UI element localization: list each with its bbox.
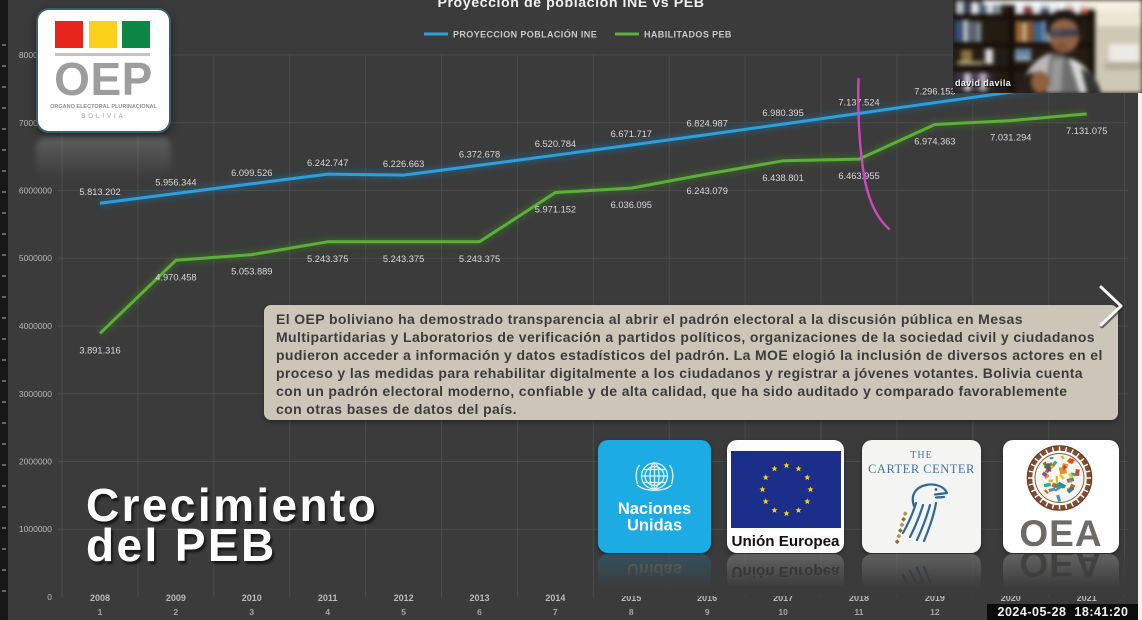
svg-text:2008: 2008: [90, 593, 110, 603]
svg-text:5.971.152: 5.971.152: [535, 205, 576, 215]
svg-text:5.813.202: 5.813.202: [79, 187, 120, 197]
svg-text:5.956.344: 5.956.344: [155, 178, 196, 188]
svg-text:2009: 2009: [166, 593, 186, 603]
svg-text:2012: 2012: [394, 593, 414, 603]
svg-text:9: 9: [705, 607, 710, 617]
svg-text:6.243.079: 6.243.079: [687, 186, 728, 196]
svg-text:10: 10: [778, 607, 788, 617]
svg-text:2014: 2014: [545, 593, 565, 603]
svg-text:1: 1: [98, 607, 103, 617]
svg-text:2011: 2011: [318, 593, 338, 603]
svg-text:6.099.526: 6.099.526: [231, 168, 272, 178]
svg-text:6.438.801: 6.438.801: [762, 173, 803, 183]
svg-text:5.243.375: 5.243.375: [307, 254, 348, 264]
svg-text:6.242.747: 6.242.747: [307, 158, 348, 168]
svg-text:2000000: 2000000: [19, 457, 52, 467]
svg-text:1000000: 1000000: [19, 524, 52, 534]
svg-text:2: 2: [174, 607, 179, 617]
svg-text:2015: 2015: [621, 593, 641, 603]
svg-text:3: 3: [249, 607, 254, 617]
svg-text:6.372.678: 6.372.678: [459, 149, 500, 159]
svg-text:5000000: 5000000: [19, 253, 52, 263]
svg-text:6.824.987: 6.824.987: [687, 119, 728, 129]
svg-text:5: 5: [401, 607, 406, 617]
svg-text:7000000: 7000000: [19, 118, 52, 128]
svg-text:7.031.294: 7.031.294: [990, 133, 1031, 143]
svg-text:Unión Europea: Unión Europea: [731, 533, 840, 550]
svg-text:4000000: 4000000: [19, 321, 52, 331]
svg-text:2017: 2017: [773, 593, 793, 603]
svg-text:HABILITADOS PEB: HABILITADOS PEB: [644, 30, 732, 40]
svg-text:11: 11: [855, 607, 864, 617]
svg-text:5.243.375: 5.243.375: [459, 254, 500, 264]
svg-text:6.036.095: 6.036.095: [611, 200, 652, 210]
svg-text:THE: THE: [910, 450, 932, 461]
svg-text:6.671.717: 6.671.717: [611, 129, 652, 139]
svg-text:6.974.363: 6.974.363: [914, 137, 955, 147]
svg-text:2021: 2021: [1077, 593, 1097, 603]
svg-text:5.243.375: 5.243.375: [383, 254, 424, 264]
svg-text:7: 7: [553, 607, 558, 617]
svg-text:6.520.784: 6.520.784: [535, 139, 576, 149]
svg-text:0: 0: [47, 592, 52, 602]
svg-text:3000000: 3000000: [19, 389, 52, 399]
svg-text:2019: 2019: [925, 593, 945, 603]
svg-text:Naciones: Naciones: [618, 500, 691, 518]
svg-text:12: 12: [930, 607, 940, 617]
svg-text:4: 4: [325, 607, 330, 617]
svg-text:Unidas: Unidas: [627, 517, 682, 535]
svg-text:7.296.153: 7.296.153: [914, 87, 955, 97]
svg-text:6.463.955: 6.463.955: [838, 171, 879, 181]
svg-text:CARTER CENTER: CARTER CENTER: [868, 462, 975, 476]
svg-text:7.131.075: 7.131.075: [1066, 126, 1107, 136]
svg-text:2016: 2016: [697, 593, 717, 603]
svg-text:2013: 2013: [469, 593, 489, 603]
svg-text:8: 8: [629, 607, 634, 617]
svg-text:6: 6: [477, 607, 482, 617]
svg-text:4.970.458: 4.970.458: [155, 272, 196, 282]
svg-text:OEA: OEA: [1019, 513, 1102, 553]
svg-text:6.980.395: 6.980.395: [762, 108, 803, 118]
svg-text:8000000: 8000000: [19, 50, 52, 60]
svg-text:2020: 2020: [1001, 593, 1021, 603]
svg-text:PROYECCION POBLACIÓN INE: PROYECCION POBLACIÓN INE: [453, 29, 597, 40]
svg-text:5.053.889: 5.053.889: [231, 267, 272, 277]
svg-text:2018: 2018: [849, 593, 869, 603]
svg-text:6.226.663: 6.226.663: [383, 159, 424, 169]
svg-text:2010: 2010: [242, 593, 262, 603]
svg-text:6000000: 6000000: [19, 186, 52, 196]
svg-text:3.891.316: 3.891.316: [79, 345, 120, 355]
